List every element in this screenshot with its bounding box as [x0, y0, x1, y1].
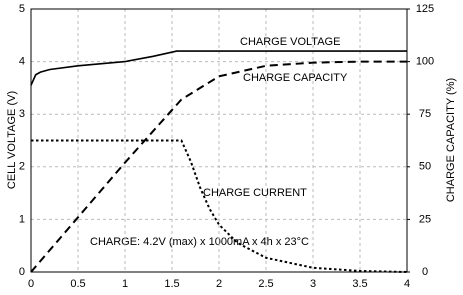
- y-tick-label: 2: [19, 161, 25, 173]
- y2-tick-label: 100: [416, 56, 434, 68]
- x-tick-label: 4: [404, 278, 410, 290]
- x-tick-label: 0.5: [70, 278, 85, 290]
- series-label: CHARGE VOLTAGE: [240, 36, 340, 48]
- series-label: CHARGE CAPACITY: [243, 72, 348, 84]
- series-label: CHARGE CURRENT: [203, 187, 307, 199]
- y2-tick-label: 25: [419, 213, 431, 225]
- y-tick-label: 3: [19, 108, 25, 120]
- x-tick-label: 2: [216, 278, 222, 290]
- y-tick-label: 0: [19, 266, 25, 278]
- y-tick-label: 1: [19, 213, 25, 225]
- y2-tick-label: 50: [419, 161, 431, 173]
- y2-axis-title: CHARGE CAPACITY (%): [445, 78, 457, 202]
- series-line: [31, 139, 408, 273]
- series-line: [30, 60, 407, 273]
- y2-tick-label: 75: [419, 108, 431, 120]
- x-tick-label: 3.5: [352, 278, 367, 290]
- y-axis-title: CELL VOLTAGE (V): [6, 91, 18, 189]
- y2-tick-label: 0: [422, 266, 428, 278]
- x-tick-label: 3: [310, 278, 316, 290]
- x-tick-label: 1.5: [164, 278, 179, 290]
- x-tick-label: 2.5: [258, 278, 273, 290]
- y-tick-label: 5: [19, 3, 25, 15]
- x-tick-label: 0: [28, 278, 34, 290]
- y-tick-label: 4: [19, 56, 25, 68]
- annotation: CHARGE: 4.2V (max) x 1000mA x 4h x 23°C: [90, 236, 309, 248]
- y2-tick-label: 125: [416, 3, 434, 15]
- series-line: [30, 50, 407, 86]
- x-tick-label: 1: [122, 278, 128, 290]
